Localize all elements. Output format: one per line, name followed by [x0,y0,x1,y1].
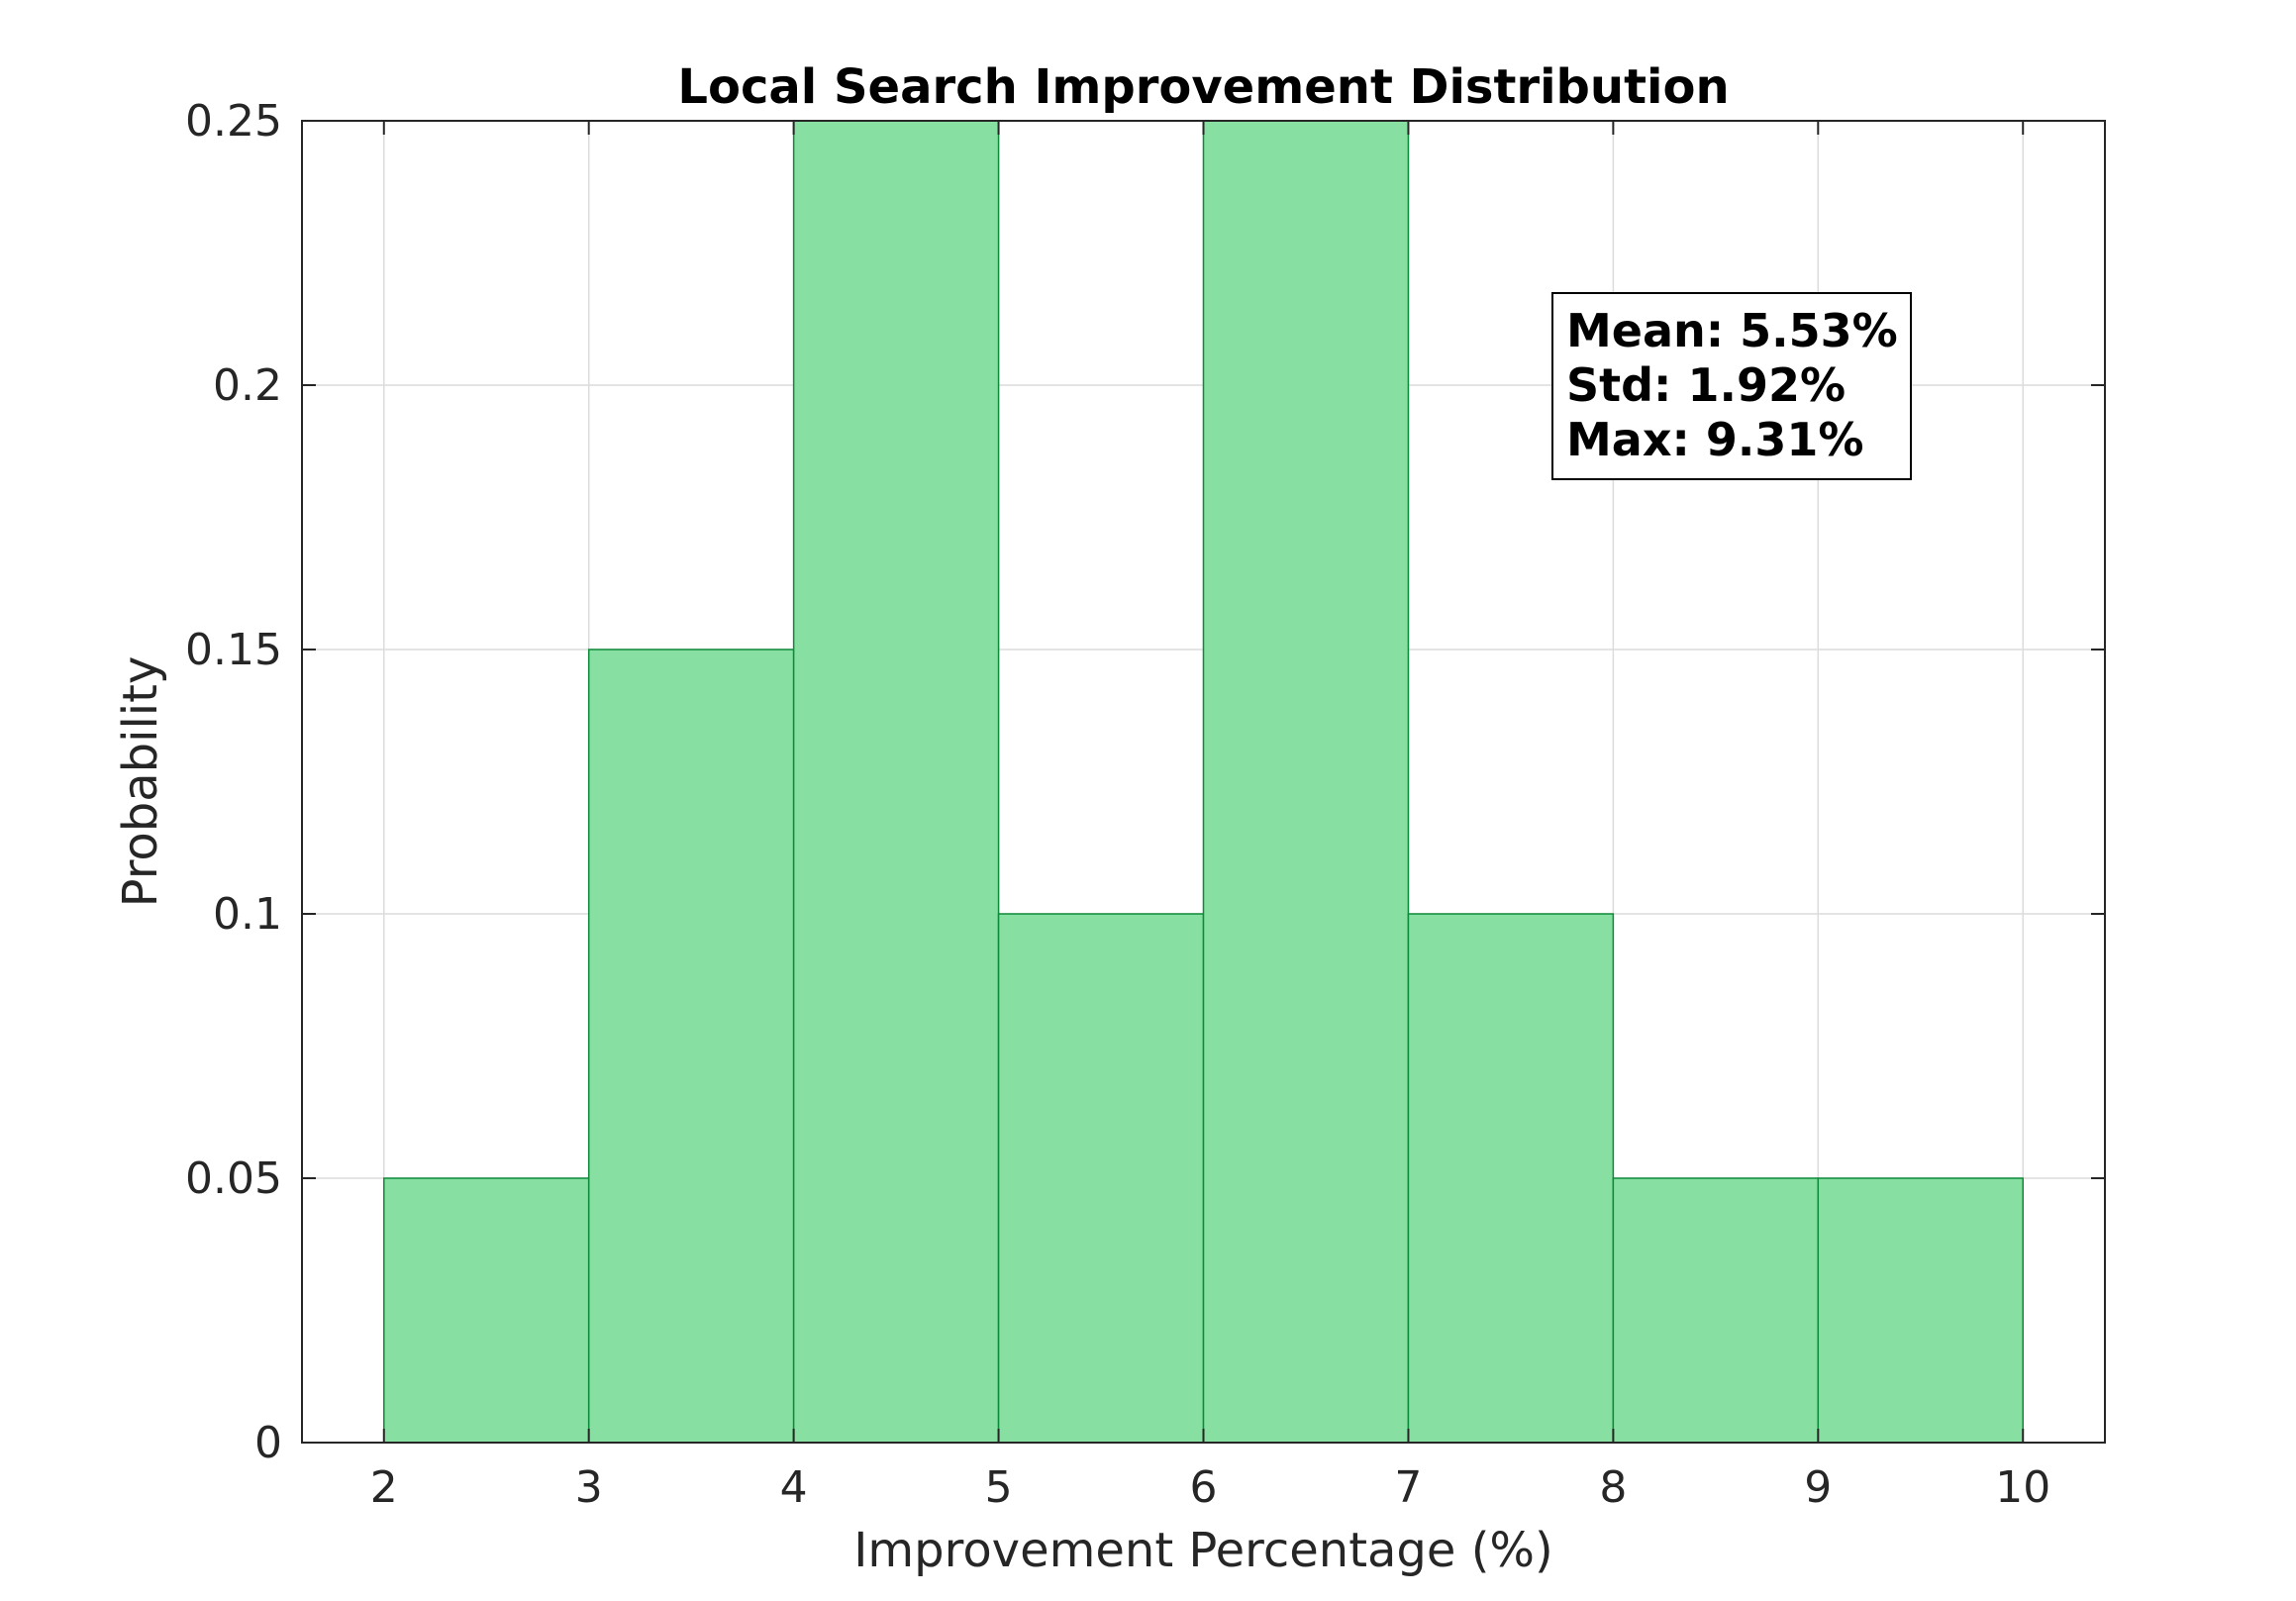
histogram-bar [1612,1177,1820,1444]
stats-std: Std: 1.92% [1566,358,1846,412]
stats-mean: Mean: 5.53% [1566,304,1898,357]
stats-max: Max: 9.31% [1566,413,1863,466]
histogram-bar [1817,1177,2024,1444]
x-tick-label: 3 [575,1462,603,1513]
y-tick-label: 0.2 [213,360,282,411]
histogram-bar [587,649,795,1444]
y-tick-label: 0 [254,1418,282,1468]
x-tick-label: 8 [1599,1462,1627,1513]
histogram-bars [383,120,2024,1444]
ticks: 2 3 4 5 6 7 8 9 10 0 0.05 0.1 0.15 0.2 0.25 [185,96,2105,1513]
x-tick-label: 5 [985,1462,1013,1513]
y-tick-label: 0.1 [213,889,282,940]
x-tick-label: 9 [1804,1462,1832,1513]
chart-title: Local Search Improvement Distribution [677,59,1729,115]
y-tick-label: 0.05 [185,1153,282,1204]
stats-annotation: Mean: 5.53% Std: 1.92% Max: 9.31% [1551,292,1912,480]
histogram-bar [792,120,1000,1444]
stats-annotation-box [1551,292,1912,480]
x-tick-label: 2 [370,1462,398,1513]
x-tick-label: 10 [1995,1462,2050,1513]
x-axis-label: Improvement Percentage (%) [853,1523,1553,1578]
histogram-bar [1202,120,1410,1444]
y-tick-label: 0.15 [185,625,282,675]
y-axis-label: Probability [113,656,168,908]
x-tick-label: 4 [780,1462,808,1513]
histogram-bar [1407,913,1615,1444]
x-tick-label: 6 [1190,1462,1218,1513]
histogram-bar [383,1177,590,1444]
x-tick-label: 7 [1394,1462,1422,1513]
histogram-bar [997,913,1205,1444]
y-tick-label: 0.25 [185,96,282,147]
